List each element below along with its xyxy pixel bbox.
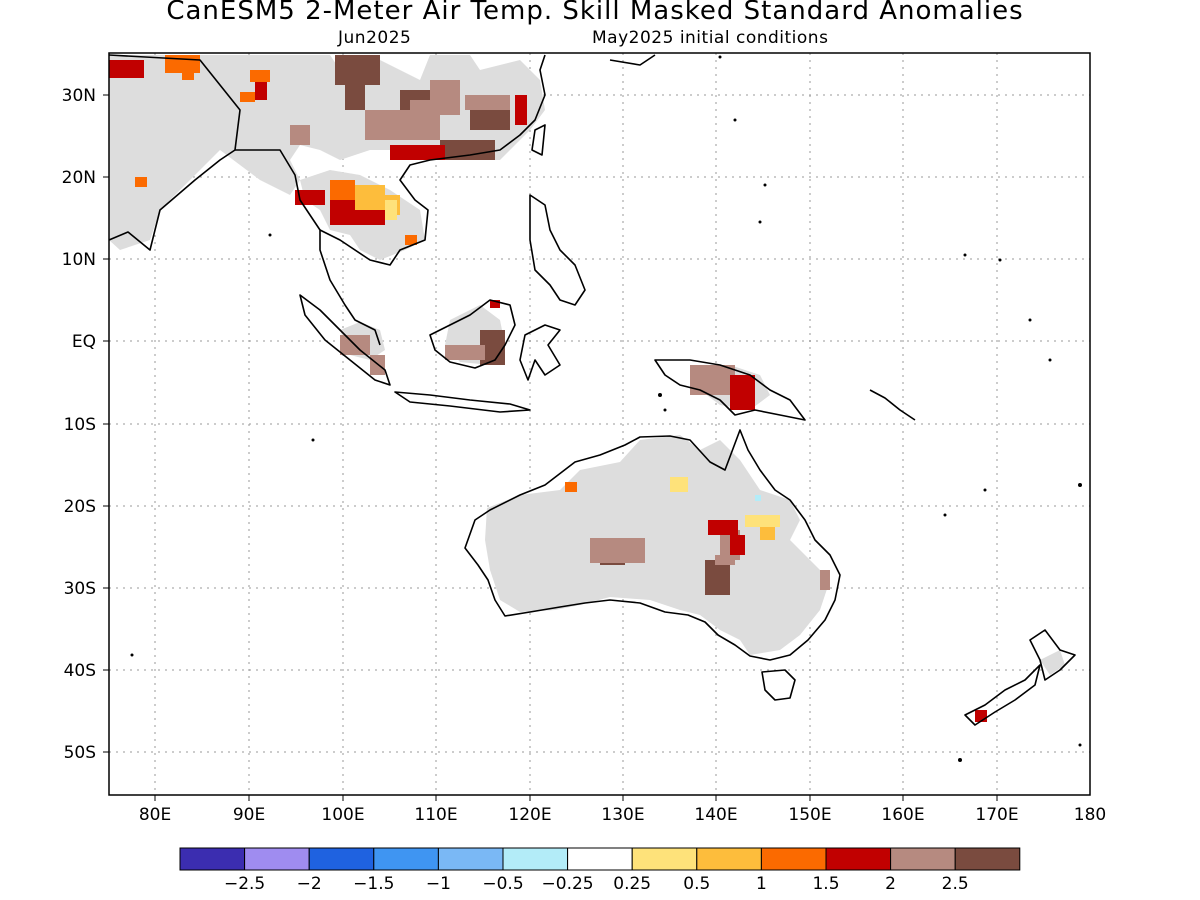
colorbar-label: 0.5 (683, 874, 710, 894)
colorbar-swatch (631, 847, 698, 871)
colorbar-swatch (437, 847, 504, 871)
lon-label: 110E (414, 805, 457, 825)
lon-label: 120E (508, 805, 551, 825)
colorbar-label: 1 (756, 874, 767, 894)
lon-label: 80E (139, 805, 171, 825)
initial-conditions: May2025 initial conditions (592, 28, 829, 48)
coastlines (109, 54, 1076, 726)
anomaly-cells (109, 55, 987, 722)
lon-label: 170E (975, 805, 1018, 825)
lon-label: 150E (788, 805, 831, 825)
forecast-month: Jun2025 (338, 28, 412, 48)
longitude-labels: 80E 90E 100E 110E 120E 130E 140E 150E 16… (139, 805, 1106, 825)
colorbar-label: −1.5 (353, 874, 394, 894)
colorbar-swatch (954, 847, 1021, 871)
colorbar-label: −1 (426, 874, 451, 894)
lat-label: 30N (62, 86, 96, 106)
colorbar-swatch (696, 847, 762, 871)
lat-label: 20S (64, 497, 96, 517)
lat-label: EQ (72, 332, 96, 352)
axis-ticks (103, 94, 998, 801)
lon-label: 130E (601, 805, 644, 825)
lon-label: 140E (694, 805, 737, 825)
colorbar-swatch (373, 847, 439, 871)
colorbar-swatch (502, 847, 569, 871)
colorbar-label: 1.5 (812, 874, 839, 894)
colorbar-swatch (890, 847, 956, 871)
lon-label: 100E (321, 805, 364, 825)
lat-label: 20N (62, 168, 96, 188)
island-dots (130, 55, 1082, 762)
map-plot-area (109, 53, 1090, 795)
lat-label: 30S (64, 579, 96, 599)
colorbar-label: −0.5 (482, 874, 523, 894)
colorbar-label: −2 (297, 874, 322, 894)
colorbar: −2.5 −2 −1.5 −1 −0.5 −0.25 0.25 0.5 1 1.5 2 2.5 (179, 847, 1021, 894)
colorbar-label: −2.5 (224, 874, 265, 894)
lon-label: 90E (233, 805, 265, 825)
lon-label: 180 (1074, 805, 1106, 825)
colorbar-swatch (179, 847, 246, 871)
colorbar-swatch (244, 847, 310, 871)
colorbar-swatch (825, 847, 892, 871)
colorbar-swatch (760, 847, 827, 871)
lat-label: 10N (62, 250, 96, 270)
colorbar-label: 0.25 (613, 874, 651, 894)
colorbar-label: −0.25 (542, 874, 594, 894)
lon-label: 160E (881, 805, 924, 825)
latitude-labels: 30N 20N 10N EQ 10S 20S 30S 40S 50S (62, 86, 96, 763)
lat-label: 50S (64, 743, 96, 763)
map-title: CanESM5 2-Meter Air Temp. Skill Masked S… (166, 0, 1024, 26)
colorbar-label: 2.5 (942, 874, 969, 894)
colorbar-swatch (308, 847, 375, 871)
lat-label: 10S (64, 415, 96, 435)
colorbar-label: 2 (885, 874, 896, 894)
lat-label: 40S (64, 661, 96, 681)
colorbar-swatch (567, 847, 633, 871)
